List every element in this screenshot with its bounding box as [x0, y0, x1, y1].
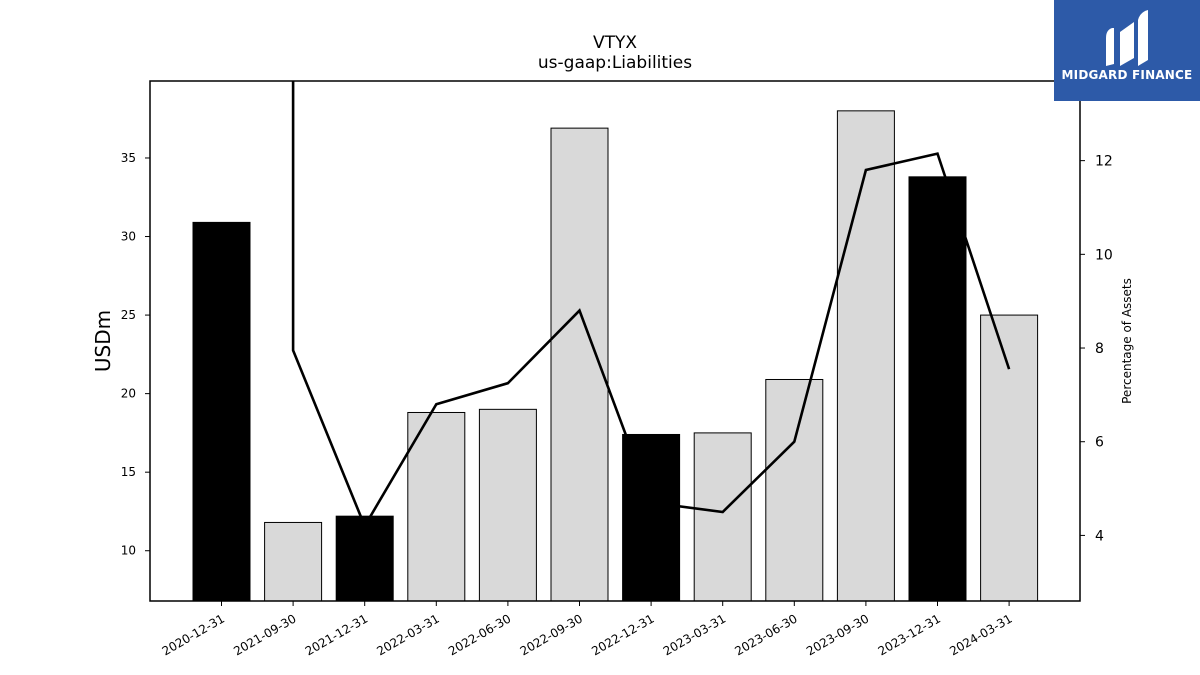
- bar-2021-12-31: [335, 515, 394, 602]
- logo: MIDGARD FINANCE: [1054, 0, 1200, 101]
- x-axis: 2020-12-31 2021-09-30 2021-12-31 2022-03-31…: [160, 601, 1015, 658]
- bar-2021-09-30: [264, 521, 323, 602]
- y-axis-left: 10 15 20 25 30 35: [121, 151, 150, 558]
- x-tick-label-2022-12-31: 2022-12-31: [589, 611, 656, 658]
- y2-axis-label: Percentage of Assets: [1120, 278, 1134, 404]
- logo-text: MIDGARD FINANCE: [1061, 68, 1193, 82]
- y-tick-label-15: 15: [121, 465, 136, 479]
- bar-2023-09-30: [836, 110, 895, 602]
- y-tick-label-20: 20: [121, 387, 136, 401]
- x-tick-label-2023-06-30: 2023-06-30: [732, 611, 799, 658]
- line-series: [291, 81, 1011, 529]
- y-tick-label-25: 25: [121, 308, 136, 322]
- bar-2022-12-31: [622, 433, 681, 602]
- y2-tick-label-4: 4: [1095, 528, 1104, 544]
- bars-group: [192, 110, 1039, 602]
- chart-title: VTYX: [593, 33, 637, 53]
- logo-mark-icon: [1106, 10, 1148, 66]
- x-tick-label-2022-06-30: 2022-06-30: [446, 611, 513, 658]
- y-axis-label: USDm: [91, 310, 115, 372]
- bar-2022-03-31: [407, 411, 466, 602]
- plot-frame: [149, 80, 1081, 602]
- x-tick-label-2024-03-31: 2024-03-31: [947, 611, 1014, 658]
- x-tick-label-2023-12-31: 2023-12-31: [876, 611, 943, 658]
- x-tick-label-2023-09-30: 2023-09-30: [804, 611, 871, 658]
- bar-2024-03-31: [980, 314, 1039, 602]
- x-tick-label-2022-09-30: 2022-09-30: [518, 611, 585, 658]
- bar-2023-06-30: [765, 378, 824, 602]
- x-tick-label-2022-03-31: 2022-03-31: [374, 611, 441, 658]
- chart-subtitle: us-gaap:Liabilities: [538, 53, 692, 73]
- bar-2020-12-31: [192, 221, 251, 602]
- y2-tick-label-8: 8: [1095, 341, 1104, 357]
- bar-2023-12-31: [908, 176, 967, 602]
- x-tick-label-2021-12-31: 2021-12-31: [303, 611, 370, 658]
- x-tick-label-2021-09-30: 2021-09-30: [231, 611, 298, 658]
- y2-tick-label-12: 12: [1095, 154, 1113, 170]
- y2-tick-label-6: 6: [1095, 435, 1104, 451]
- bar-2022-06-30: [478, 408, 537, 602]
- y-tick-label-35: 35: [121, 151, 136, 165]
- bar-2023-03-31: [693, 432, 752, 602]
- y-tick-label-10: 10: [121, 544, 136, 558]
- y-axis-right: 4 6 8 10 12: [1080, 154, 1113, 544]
- x-tick-label-2023-03-31: 2023-03-31: [661, 611, 728, 658]
- x-tick-label-2020-12-31: 2020-12-31: [160, 611, 227, 658]
- line-group: [291, 80, 1011, 529]
- y-tick-label-30: 30: [121, 230, 136, 244]
- y2-tick-label-10: 10: [1095, 247, 1113, 263]
